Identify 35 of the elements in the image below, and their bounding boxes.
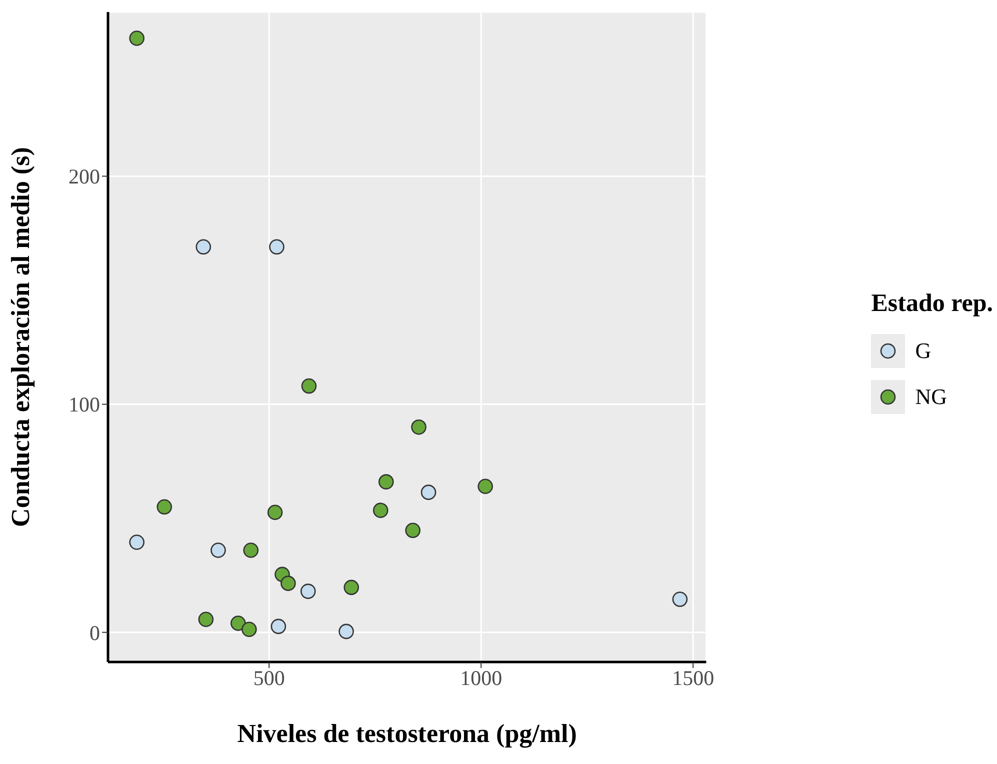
point xyxy=(420,484,436,500)
x-tick-label: 1000 xyxy=(460,666,502,690)
point xyxy=(269,239,284,255)
y-axis-title: Conducta exploración al medio (s) xyxy=(6,147,36,527)
point xyxy=(270,618,286,634)
point xyxy=(301,378,317,394)
point xyxy=(372,502,388,518)
point xyxy=(300,584,316,599)
point xyxy=(478,478,493,494)
x-axis-title: Niveles de testosterona (pg/ml) xyxy=(237,719,577,748)
point xyxy=(672,592,688,607)
point xyxy=(405,522,420,538)
point xyxy=(210,542,226,558)
point xyxy=(411,419,426,435)
x-tick-label: 500 xyxy=(253,666,285,690)
point xyxy=(243,542,259,558)
point xyxy=(198,612,214,627)
point xyxy=(129,30,144,46)
point xyxy=(196,239,212,255)
point xyxy=(242,622,257,638)
y-tick-label: 0 xyxy=(90,620,100,645)
point xyxy=(338,624,354,640)
legend-label: G xyxy=(915,338,932,364)
point xyxy=(230,616,246,631)
x-tick-label: 1500 xyxy=(672,666,714,690)
legend-label: NG xyxy=(915,384,947,410)
point xyxy=(280,576,296,591)
y-tick-label: 200 xyxy=(68,164,100,189)
point xyxy=(344,580,360,596)
point xyxy=(378,474,394,490)
point xyxy=(267,504,283,520)
y-tick-label: 100 xyxy=(68,392,100,417)
point xyxy=(156,499,172,515)
point xyxy=(129,534,144,550)
legend-title: Estado rep. xyxy=(871,290,993,318)
